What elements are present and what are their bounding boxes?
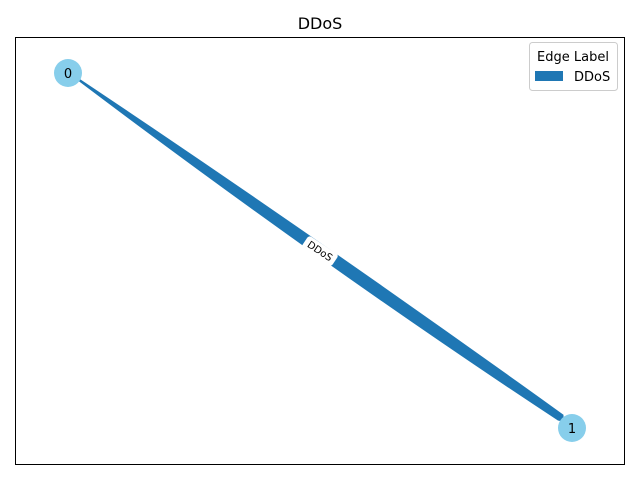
legend-title: Edge Label	[537, 50, 609, 65]
node-0-circle	[54, 59, 82, 87]
node-1: 1	[558, 414, 586, 442]
node-1-circle	[558, 414, 586, 442]
edge-label-box	[302, 236, 338, 266]
node-1-label: 1	[568, 422, 576, 437]
legend: Edge Label DDoS	[529, 42, 618, 91]
node-0: 0	[54, 59, 82, 87]
figure-title: DDoS	[298, 14, 343, 33]
legend-entry-label: DDoS	[574, 70, 610, 85]
legend-swatch	[535, 71, 563, 81]
node-0-label: 0	[64, 67, 72, 82]
